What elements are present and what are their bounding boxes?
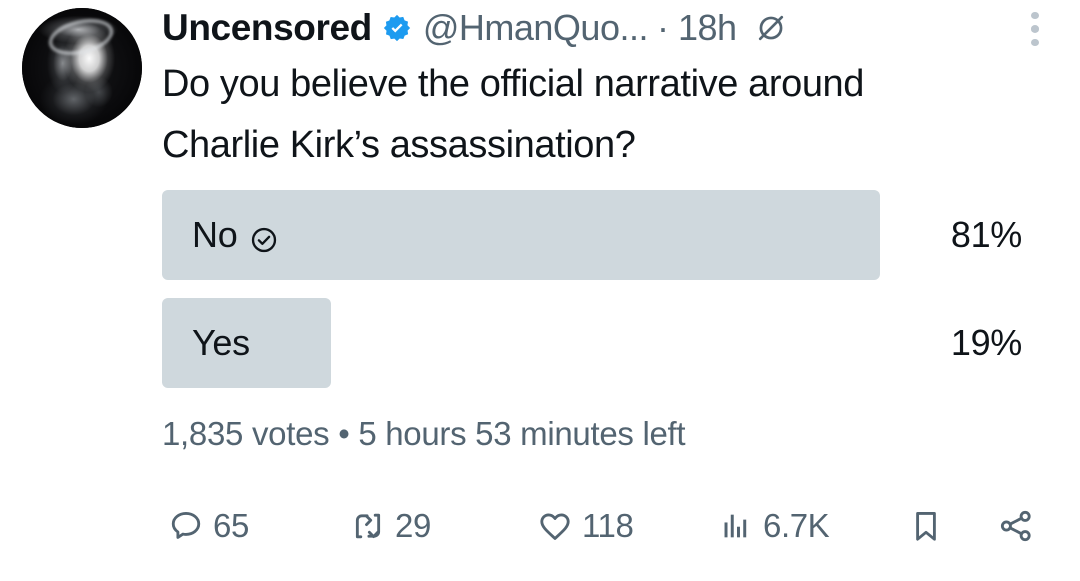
poll-option-percent: 81% [950, 214, 1022, 255]
avatar-image [22, 8, 142, 128]
poll-option-label: No [192, 214, 238, 255]
bookmark-icon [908, 508, 944, 544]
poll-option-label-wrap: No [192, 190, 278, 280]
retweet-button[interactable]: 29 [350, 496, 431, 556]
author-handle[interactable]: @HmanQuo... [422, 7, 649, 48]
action-bar: 65 29 118 [168, 496, 1048, 556]
bookmark-button[interactable] [908, 496, 953, 556]
analytics-bar-chart-icon [720, 509, 754, 543]
reply-icon [168, 508, 204, 544]
header-separator: · [656, 7, 669, 48]
more-dot-2 [1031, 25, 1039, 33]
like-count: 118 [582, 507, 634, 544]
retweet-count: 29 [395, 507, 431, 544]
poll-option-row[interactable]: No 81% [162, 190, 1022, 280]
views-button[interactable]: 6.7K [720, 496, 830, 556]
poll-meta: 1,835 votes • 5 hours 53 minutes left [162, 415, 686, 452]
author-display-name[interactable]: Uncensored [162, 7, 372, 48]
post-header: Uncensored @HmanQuo... · 18h [162, 4, 788, 52]
heart-icon [537, 508, 573, 544]
post-text: Do you believe the official narrative ar… [162, 63, 865, 166]
post-timestamp[interactable]: 18h [677, 7, 737, 48]
reply-button[interactable]: 65 [168, 496, 249, 556]
poll-option-bar [162, 298, 331, 388]
poll-option-percent: 19% [950, 322, 1022, 363]
share-button[interactable] [998, 496, 1043, 556]
poll-option-bar [162, 190, 881, 280]
no-ads-slashed-circle-icon[interactable] [754, 11, 788, 45]
like-button[interactable]: 118 [537, 496, 634, 556]
more-dot-1 [1031, 12, 1039, 20]
retweet-icon [350, 508, 386, 544]
poll-option-label-wrap: Yes [192, 298, 250, 388]
poll-option-row[interactable]: Yes 19% [162, 298, 1022, 388]
check-circle-icon [250, 221, 278, 253]
more-dot-3 [1031, 38, 1039, 46]
more-options-icon[interactable] [1018, 12, 1052, 46]
reply-count: 65 [213, 507, 249, 544]
verified-badge-icon [382, 13, 412, 43]
share-icon [998, 508, 1034, 544]
avatar[interactable] [22, 8, 142, 128]
poll-option-label: Yes [192, 322, 250, 363]
poll[interactable]: No 81% Yes 19% [162, 190, 1022, 406]
views-count: 6.7K [763, 507, 830, 544]
